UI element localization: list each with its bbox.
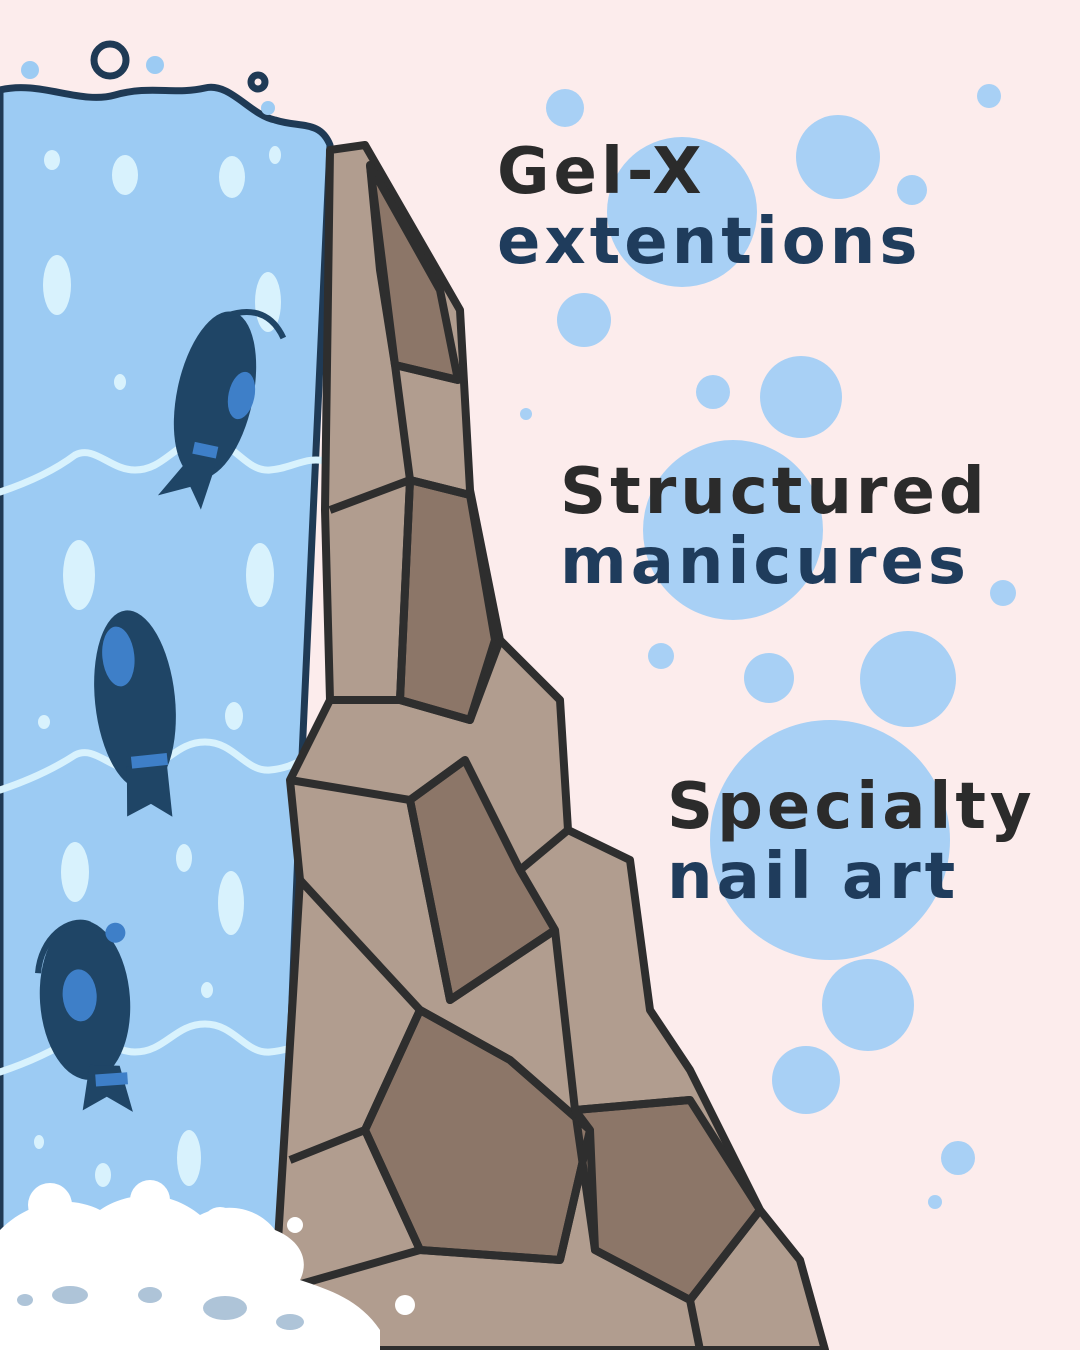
service-specialty: Specialty nail art bbox=[667, 775, 1036, 909]
fish-icon bbox=[157, 309, 287, 510]
bubble-icon bbox=[941, 1141, 975, 1175]
service-subtitle: manicures bbox=[560, 525, 970, 599]
bubble-icon bbox=[860, 631, 956, 727]
bubble-icon bbox=[557, 293, 611, 347]
bubble-icon bbox=[696, 375, 730, 409]
bubble-icon bbox=[772, 1046, 840, 1114]
bubble-icon bbox=[990, 580, 1016, 606]
bubbles bbox=[520, 84, 1016, 1209]
bubble-icon bbox=[822, 959, 914, 1051]
fish-icon bbox=[35, 919, 133, 1112]
fish-group bbox=[35, 309, 287, 1112]
fish-icon bbox=[94, 610, 176, 817]
bubble-icon bbox=[760, 356, 842, 438]
rock-cliff-icon bbox=[271, 141, 829, 1350]
bubble-icon bbox=[546, 89, 584, 127]
service-gel-x: Gel-X extentions bbox=[497, 140, 921, 274]
service-title: Specialty bbox=[667, 770, 1036, 844]
bubble-icon bbox=[710, 720, 950, 960]
service-title: Structured bbox=[560, 455, 989, 529]
service-structured: Structured manicures bbox=[560, 460, 989, 594]
bubble-icon bbox=[520, 408, 532, 420]
foam-icon bbox=[0, 1180, 415, 1350]
bubble-icon bbox=[607, 137, 757, 287]
service-title: Gel-X bbox=[497, 135, 706, 209]
bubble-icon bbox=[977, 84, 1001, 108]
bubble-icon bbox=[744, 653, 794, 703]
bubble-icon bbox=[796, 115, 880, 199]
bubble-icon bbox=[928, 1195, 942, 1209]
bubble-icon bbox=[648, 643, 674, 669]
service-subtitle: extentions bbox=[497, 205, 922, 279]
bubble-icon bbox=[897, 175, 927, 205]
service-subtitle: nail art bbox=[667, 840, 960, 914]
bubble-icon bbox=[643, 440, 823, 620]
